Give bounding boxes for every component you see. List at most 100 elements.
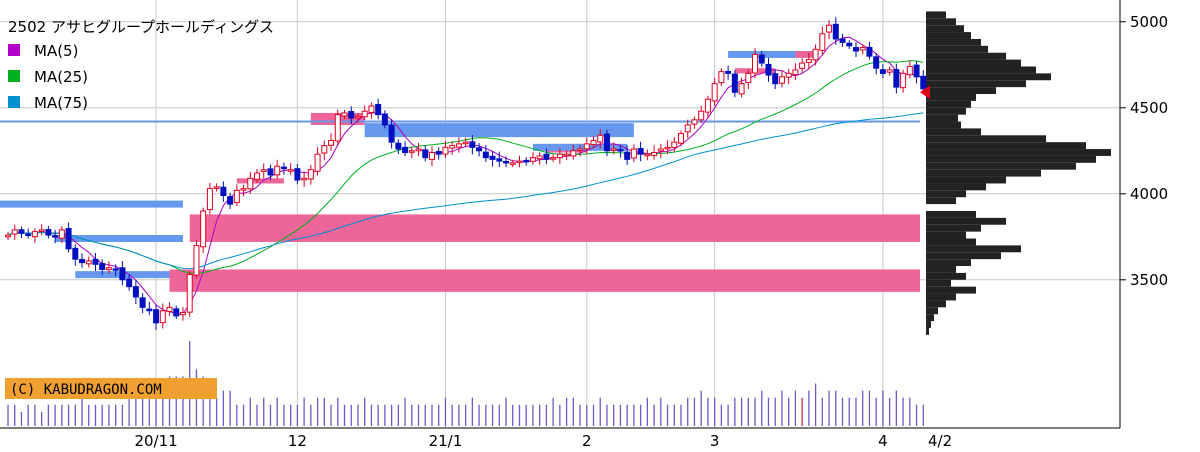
candle-body: [213, 186, 220, 189]
candle-body: [570, 150, 577, 157]
candle-body: [610, 148, 617, 152]
candle-body: [577, 148, 584, 152]
profile-bin: [926, 80, 1026, 88]
candle-body: [711, 83, 718, 102]
candle-body: [328, 139, 335, 146]
candle-body: [301, 177, 308, 181]
candle-body: [274, 165, 281, 176]
candle-body: [812, 48, 819, 61]
candle-body: [79, 258, 86, 264]
candlesticks: [5, 17, 927, 331]
candle-body: [752, 53, 759, 74]
candle-body: [280, 166, 287, 170]
candle-body: [25, 233, 32, 237]
candle-body: [85, 260, 92, 265]
copyright-badge: (C) KABUDRAGON.COM: [5, 378, 217, 399]
candle-body: [348, 111, 355, 119]
candle-body: [112, 268, 119, 271]
candle-body: [233, 189, 240, 204]
candle-body: [227, 196, 234, 205]
candle-body: [758, 54, 765, 64]
chart-title: 2502 アサヒグループホールディングス: [8, 18, 274, 36]
profile-bin: [926, 18, 956, 26]
candle-body: [886, 69, 893, 73]
candle-body: [651, 151, 658, 156]
profile-bin: [926, 135, 1046, 143]
profile-bin: [926, 224, 981, 232]
candle-body: [832, 23, 839, 40]
candle-body: [254, 172, 261, 180]
candle-body: [186, 274, 193, 313]
candle-body: [590, 139, 597, 146]
candle-body: [698, 110, 705, 121]
candle-body: [428, 151, 435, 160]
legend-label: MA(25): [34, 68, 88, 86]
profile-bin: [926, 190, 966, 198]
candle-body: [678, 133, 684, 144]
candle-body: [852, 47, 859, 52]
x-tick-label: 2: [582, 432, 592, 450]
candle-body: [550, 157, 557, 160]
candle-body: [462, 141, 469, 145]
profile-bin: [926, 327, 929, 335]
candle-body: [240, 188, 247, 191]
candle-body: [704, 98, 711, 113]
candle-body: [516, 160, 523, 164]
profile-bin: [926, 32, 971, 39]
candle-body: [476, 147, 483, 152]
blue-level: [0, 120, 920, 123]
candle-body: [193, 244, 200, 276]
profile-bin: [926, 231, 966, 239]
ma-line-75: [7, 112, 924, 270]
candle-body: [731, 73, 738, 93]
candle-body: [839, 38, 846, 43]
candle-body: [375, 104, 382, 116]
candle-body: [105, 267, 112, 271]
candle-body: [772, 73, 779, 85]
profile-bin: [926, 252, 1001, 260]
candle-body: [220, 186, 227, 197]
profile-bin: [926, 87, 996, 95]
profile-bin: [926, 259, 971, 267]
candle-body: [503, 160, 510, 164]
candle-body: [388, 124, 395, 143]
candle-body: [913, 64, 920, 78]
candle-body: [523, 159, 530, 163]
candle-body: [72, 247, 79, 260]
candle-body: [294, 168, 301, 181]
candle-body: [489, 155, 496, 160]
candle-body: [799, 62, 806, 69]
candle-body: [920, 75, 927, 90]
x-tick-label: 20/11: [134, 432, 177, 450]
candle-body: [65, 228, 72, 250]
candle-body: [563, 153, 570, 157]
profile-bin: [926, 38, 981, 46]
copyright-text: (C) KABUDRAGON.COM: [10, 382, 162, 398]
candle-body: [543, 153, 550, 160]
candle-body: [260, 169, 267, 172]
profile-bin: [926, 169, 1041, 177]
profile-bin: [926, 155, 1096, 163]
candle-body: [624, 151, 631, 160]
candle-body: [449, 145, 456, 149]
legend-label: MA(75): [34, 94, 88, 112]
candle-body: [18, 229, 25, 234]
candle-body: [509, 162, 516, 165]
blue-level: [0, 200, 183, 208]
profile-bin: [926, 59, 1021, 67]
profile-bin: [926, 11, 946, 19]
candle-body: [873, 56, 880, 69]
candle-body: [792, 69, 799, 76]
candle-body: [583, 143, 590, 150]
candle-body: [153, 309, 160, 324]
candle-body: [159, 310, 166, 324]
candle-body: [556, 153, 563, 159]
profile-bin: [926, 272, 966, 280]
candle-body: [287, 169, 294, 172]
y-tick-label: 5000: [1130, 13, 1168, 31]
y-tick-label: 3500: [1130, 271, 1168, 289]
candle-body: [126, 278, 133, 288]
candle-body: [671, 141, 678, 149]
candle-body: [664, 146, 671, 150]
candle-body: [361, 110, 368, 118]
